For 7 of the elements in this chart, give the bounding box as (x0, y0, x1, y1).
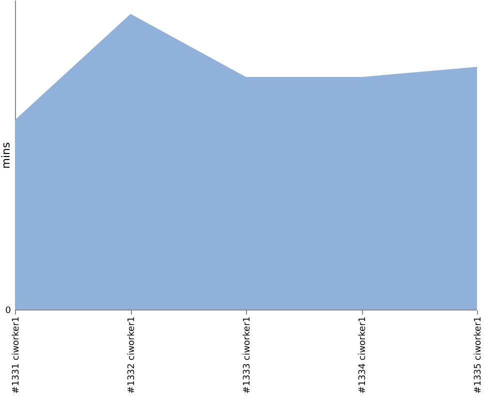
x-tick-label: #1332 ciworker1 (127, 316, 137, 394)
x-tick-label: #1333 ciworker1 (242, 316, 252, 394)
x-tick-label: #1331 ciworker1 (12, 316, 22, 394)
text: 0 (5, 306, 12, 316)
x-tick-label: #1334 ciworker1 (358, 316, 368, 394)
y-axis-title: mins (0, 142, 12, 169)
x-tick-label: #1335 ciworker1 (474, 316, 484, 394)
